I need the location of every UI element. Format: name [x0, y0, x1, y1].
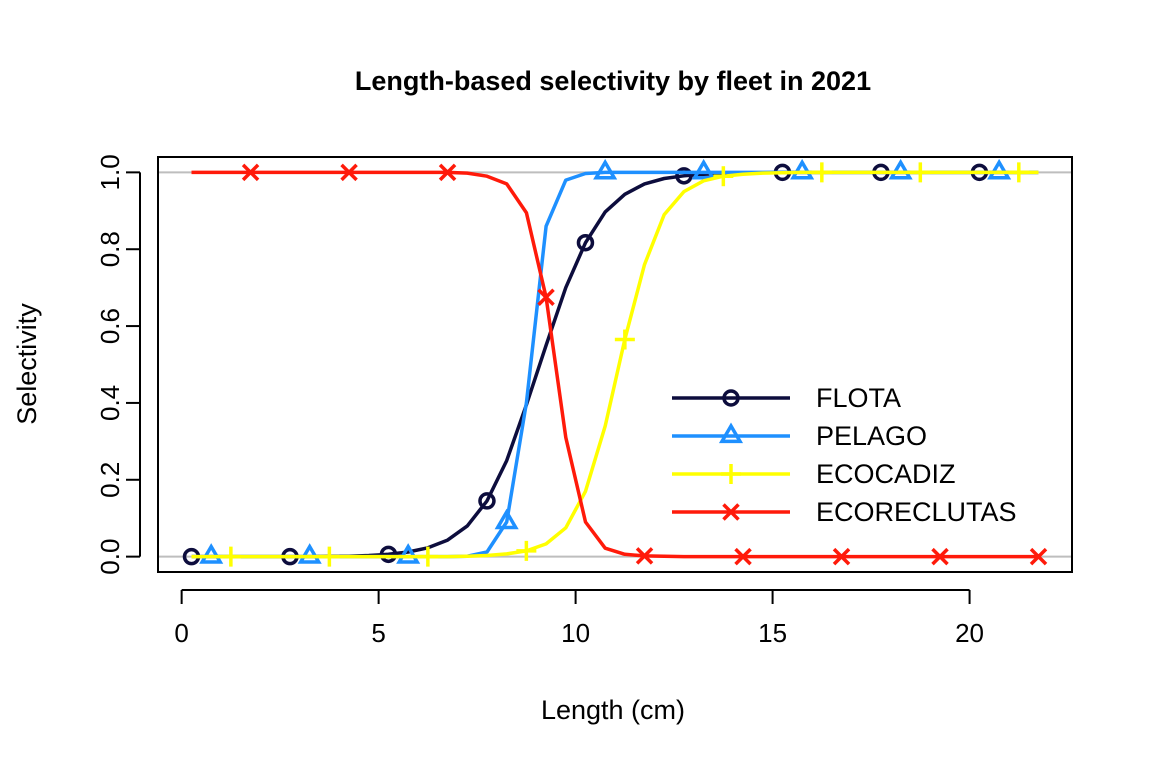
legend-marker — [721, 464, 741, 484]
y-tick-label: 0.0 — [95, 539, 125, 575]
data-point — [379, 545, 398, 564]
data-point — [734, 547, 752, 566]
data-point — [832, 547, 851, 566]
series-ecocadiz — [191, 162, 1039, 567]
data-point — [987, 158, 1012, 180]
x-tick-label: 0 — [174, 618, 188, 648]
data-point — [593, 158, 618, 180]
legend-marker — [722, 389, 740, 407]
data-point — [478, 492, 496, 510]
y-axis-label: Selectivity — [12, 303, 42, 425]
legend-label: ECORECLUTAS — [816, 497, 1017, 527]
legend: FLOTA PELAGO ECOCADIZ ECORECLUTAS — [672, 383, 1017, 527]
y-tick-label: 0.2 — [95, 462, 125, 498]
data-point — [516, 540, 537, 561]
data-point — [537, 288, 555, 306]
legend-label: ECOCADIZ — [816, 459, 956, 489]
chart-title: Length-based selectivity by fleet in 202… — [355, 66, 871, 96]
x-axis: 0 5 10 15 20 — [174, 589, 984, 648]
legend-item: PELAGO — [672, 421, 927, 451]
y-axis: 0.0 0.2 0.4 0.6 0.8 1.0 — [95, 154, 141, 575]
data-point — [691, 158, 716, 180]
data-point — [199, 543, 224, 564]
data-point — [790, 158, 815, 180]
data-point — [576, 233, 595, 252]
series-ecoreclutas — [191, 163, 1048, 566]
data-point — [297, 543, 322, 564]
data-point — [614, 329, 635, 350]
x-tick-label: 15 — [758, 618, 787, 648]
plot-frame — [157, 156, 1073, 573]
data-point — [635, 547, 654, 565]
data-point — [888, 158, 913, 180]
y-tick-label: 0.6 — [95, 308, 125, 344]
data-point — [811, 162, 832, 183]
data-point — [396, 543, 421, 564]
legend-item: ECORECLUTAS — [672, 497, 1017, 527]
data-point — [494, 508, 519, 530]
legend-item: FLOTA — [672, 383, 901, 413]
y-tick-label: 0.4 — [95, 385, 125, 421]
data-point — [1029, 547, 1048, 566]
data-point — [438, 163, 457, 182]
x-tick-label: 20 — [955, 618, 984, 648]
legend-label: PELAGO — [816, 421, 927, 451]
data-point — [417, 546, 438, 567]
legend-marker — [722, 503, 740, 521]
x-axis-label: Length (cm) — [541, 695, 685, 725]
data-point — [220, 546, 241, 567]
data-point — [910, 162, 931, 183]
legend-marker — [718, 422, 744, 444]
x-tick-label: 5 — [371, 618, 385, 648]
data-point — [1008, 162, 1029, 183]
data-point — [241, 163, 260, 182]
x-tick-label: 10 — [561, 618, 590, 648]
data-point — [713, 166, 734, 187]
data-point — [675, 167, 693, 185]
series-line — [191, 170, 1039, 559]
y-tick-label: 0.8 — [95, 231, 125, 267]
y-tick-label: 1.0 — [95, 154, 125, 190]
data-point — [931, 547, 949, 566]
data-point — [340, 163, 358, 182]
legend-label: FLOTA — [816, 383, 901, 413]
legend-item: ECOCADIZ — [672, 459, 956, 489]
data-point — [319, 546, 340, 567]
series-layer — [182, 158, 1048, 567]
